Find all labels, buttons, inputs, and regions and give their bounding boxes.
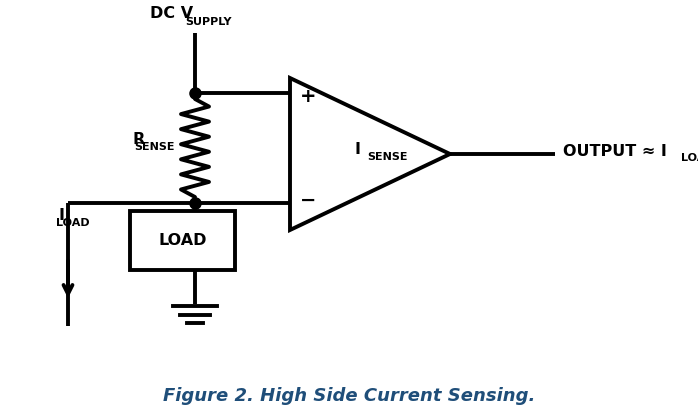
Text: I: I [59, 209, 65, 224]
Text: −: − [300, 191, 316, 209]
Bar [130, 211, 235, 270]
Text: SUPPLY: SUPPLY [186, 17, 232, 27]
Text: LOAD: LOAD [681, 153, 698, 163]
Text: LOAD: LOAD [158, 233, 207, 248]
Text: LOAD: LOAD [57, 218, 90, 228]
Text: OUTPUT ≈ I: OUTPUT ≈ I [563, 143, 667, 158]
Text: SENSE: SENSE [135, 142, 175, 152]
Text: DC V: DC V [150, 6, 193, 21]
Text: Figure 2. High Side Current Sensing.: Figure 2. High Side Current Sensing. [163, 387, 535, 405]
Text: SENSE: SENSE [367, 152, 408, 162]
Text: I: I [354, 142, 360, 156]
Text: R: R [133, 133, 145, 148]
Text: +: + [300, 87, 316, 105]
